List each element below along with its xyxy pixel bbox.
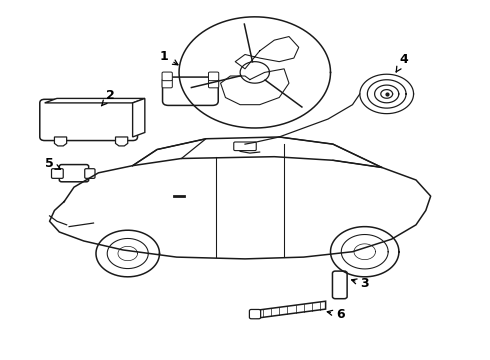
Polygon shape (116, 137, 128, 146)
Text: 5: 5 (45, 157, 60, 170)
FancyBboxPatch shape (162, 72, 172, 81)
FancyBboxPatch shape (40, 99, 138, 140)
Text: 4: 4 (396, 53, 408, 72)
Text: 2: 2 (101, 89, 115, 106)
FancyBboxPatch shape (249, 310, 261, 319)
FancyBboxPatch shape (163, 77, 218, 105)
FancyBboxPatch shape (162, 79, 172, 88)
FancyBboxPatch shape (208, 79, 219, 88)
FancyBboxPatch shape (59, 165, 89, 182)
Polygon shape (257, 301, 326, 318)
Polygon shape (45, 98, 145, 103)
Text: 6: 6 (327, 308, 344, 321)
Text: 1: 1 (160, 50, 178, 65)
Polygon shape (54, 137, 67, 146)
FancyBboxPatch shape (234, 142, 256, 150)
FancyBboxPatch shape (51, 169, 63, 178)
Text: 3: 3 (352, 278, 369, 291)
FancyBboxPatch shape (332, 271, 347, 299)
FancyBboxPatch shape (85, 169, 95, 178)
FancyBboxPatch shape (208, 72, 219, 81)
Polygon shape (133, 98, 145, 137)
